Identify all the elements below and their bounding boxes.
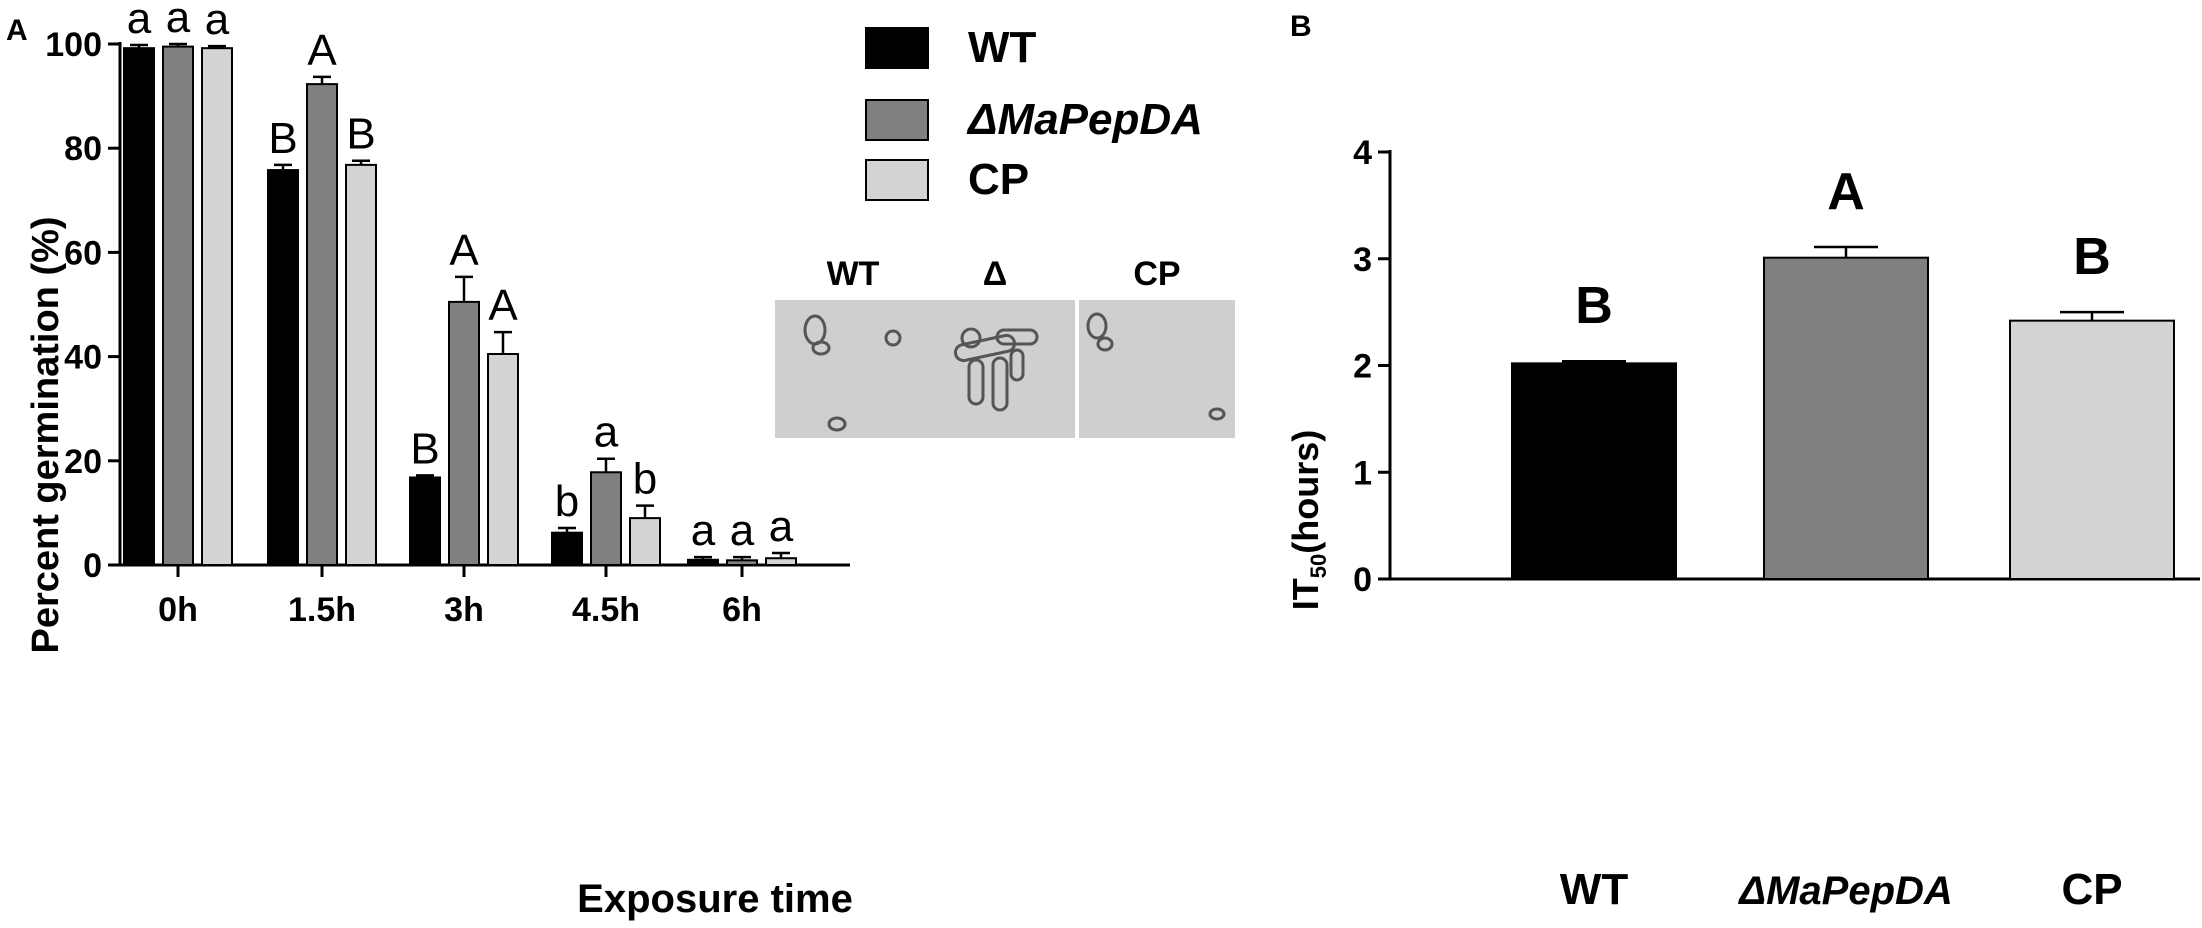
chart-b-ylabel-main: IT: [1285, 578, 1326, 610]
legend-swatch-wt: [865, 27, 929, 69]
panel-b-label: B: [1290, 10, 1312, 43]
micrograph-mutant-cells: [953, 327, 1039, 412]
chart-b-y-tick-label: 0: [1353, 561, 1372, 599]
chart-b-ylabel-sub: 50: [1306, 554, 1331, 578]
legend: WT ΔMaPepDA CP: [865, 23, 1203, 204]
significance-letter-cp-3h: A: [488, 281, 518, 330]
chart-b-bars: [1511, 245, 2175, 580]
bar-b-wt: [1511, 362, 1677, 580]
chart-a-x-tick-label-4-5h: 4.5h: [572, 591, 640, 629]
micrograph-cp: [1079, 300, 1235, 438]
significance-letter-b-mapepda: A: [1827, 163, 1865, 221]
chart-a-y-tick-label: 0: [83, 547, 102, 585]
bar-mapepda-0h: [162, 45, 194, 567]
chart-b-ylabel-rest: (hours): [1285, 430, 1326, 554]
bar-cp-3h: [487, 352, 519, 566]
bar-cp-1-5h: [345, 163, 377, 566]
significance-letter-wt-4-5h: b: [555, 477, 579, 526]
significance-letter-wt-0h: a: [127, 0, 152, 43]
legend-label-mutant: ΔMaPepDA: [966, 95, 1203, 144]
bar-mapepda-4-5h: [590, 471, 622, 566]
chart-b-y-tick-label: 1: [1353, 454, 1372, 492]
chart-a-x-tick-label-6h: 6h: [722, 591, 762, 629]
chart-b-ylabel: IT50(hours): [1285, 430, 1331, 610]
significance-letter-cp-6h: a: [769, 502, 794, 551]
bar-wt-6h: [687, 558, 719, 566]
inset-label-mutant: Δ: [982, 255, 1008, 293]
significance-letter-wt-3h: B: [410, 424, 439, 473]
chart-b: 0 1 2 3 4 B WT A ΔMaPepDA B CP IT50(hours): [1285, 134, 2200, 914]
chart-a-y-tick-label: 20: [64, 443, 102, 481]
bar-b-mapepda: [1763, 256, 1929, 580]
chart-a-x-tick-label-0h: 0h: [158, 591, 198, 629]
chart-a-y-tick-label: 80: [64, 130, 102, 168]
legend-label-cp: CP: [968, 155, 1029, 204]
chart-a-axes: 0 20 40 60 80 100 0h 1.5h 3h 4.5h 6h: [45, 26, 850, 629]
chart-b-labels: B WT A ΔMaPepDA B CP: [1560, 163, 2123, 914]
chart-a-y-tick-label: 40: [64, 339, 102, 377]
significance-letter-mapepda-3h: A: [449, 226, 479, 275]
chart-b-x-tick-label-wt: WT: [1560, 865, 1629, 914]
chart-a-x-tick-label-1-5h: 1.5h: [288, 591, 356, 629]
significance-letter-cp-4-5h: b: [633, 455, 657, 504]
inset-label-wt: WT: [826, 255, 880, 293]
bar-wt-3h: [409, 476, 441, 566]
bar-mapepda-3h: [448, 300, 480, 566]
significance-letter-mapepda-6h: a: [730, 506, 755, 555]
chart-b-x-tick-label-cp: CP: [2061, 865, 2122, 914]
significance-letter-wt-1-5h: B: [268, 114, 297, 163]
micrograph-mutant: [917, 300, 1075, 438]
significance-letter-cp-0h: a: [205, 0, 230, 44]
significance-letter-cp-1-5h: B: [346, 110, 375, 159]
legend-label-wt: WT: [968, 23, 1037, 72]
bar-wt-0h: [123, 47, 155, 566]
chart-b-x-tick-label-mapepda: ΔMaPepDA: [1737, 869, 1953, 913]
bar-mapepda-6h: [726, 559, 758, 566]
chart-b-y-tick-label: 3: [1353, 241, 1372, 279]
bar-mapepda-1-5h: [306, 83, 338, 566]
bar-b-cp: [2009, 319, 2175, 580]
chart-a-ylabel: Percent germination (%): [25, 216, 67, 653]
chart-b-y-tick-label: 4: [1353, 134, 1372, 172]
significance-letter-mapepda-0h: a: [166, 0, 191, 42]
bar-cp-4-5h: [629, 517, 661, 566]
micrograph-wt: [775, 300, 931, 438]
panel-a-label: A: [6, 14, 28, 47]
chart-a-xlabel: Exposure time: [577, 877, 853, 921]
micrograph-wt-cells: [803, 314, 902, 432]
significance-letter-b-wt: B: [1575, 277, 1613, 335]
significance-letter-b-cp: B: [2073, 228, 2111, 286]
chart-a-y-tick-label: 100: [45, 26, 102, 64]
legend-swatch-cp: [865, 159, 929, 201]
bar-wt-1-5h: [267, 169, 299, 566]
inset-label-cp: CP: [1133, 255, 1181, 293]
micrograph-cp-cells: [1086, 312, 1226, 421]
bar-cp-0h: [201, 47, 233, 566]
bar-cp-6h: [765, 557, 797, 566]
chart-a-x-tick-label-3h: 3h: [444, 591, 484, 629]
chart-a-bars: [123, 42, 797, 567]
bar-wt-4-5h: [551, 531, 583, 566]
significance-letter-mapepda-1-5h: A: [307, 26, 337, 75]
significance-letter-wt-6h: a: [691, 506, 716, 555]
chart-a-y-tick-label: 60: [64, 234, 102, 272]
chart-b-y-tick-label: 2: [1353, 348, 1372, 386]
significance-letter-mapepda-4-5h: a: [594, 408, 619, 457]
legend-swatch-mutant: [865, 99, 929, 141]
